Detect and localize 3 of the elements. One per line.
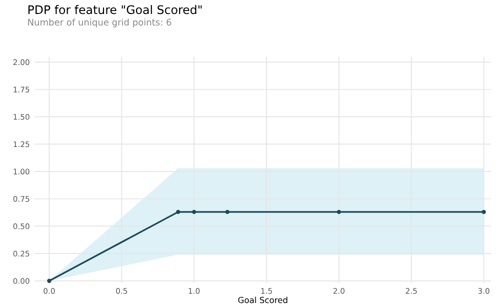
chart-subtitle: Number of unique grid points: 6: [28, 18, 172, 28]
x-axis-title: Goal Scored: [238, 296, 288, 304]
chart-title: PDP for feature "Goal Scored": [28, 4, 202, 14]
